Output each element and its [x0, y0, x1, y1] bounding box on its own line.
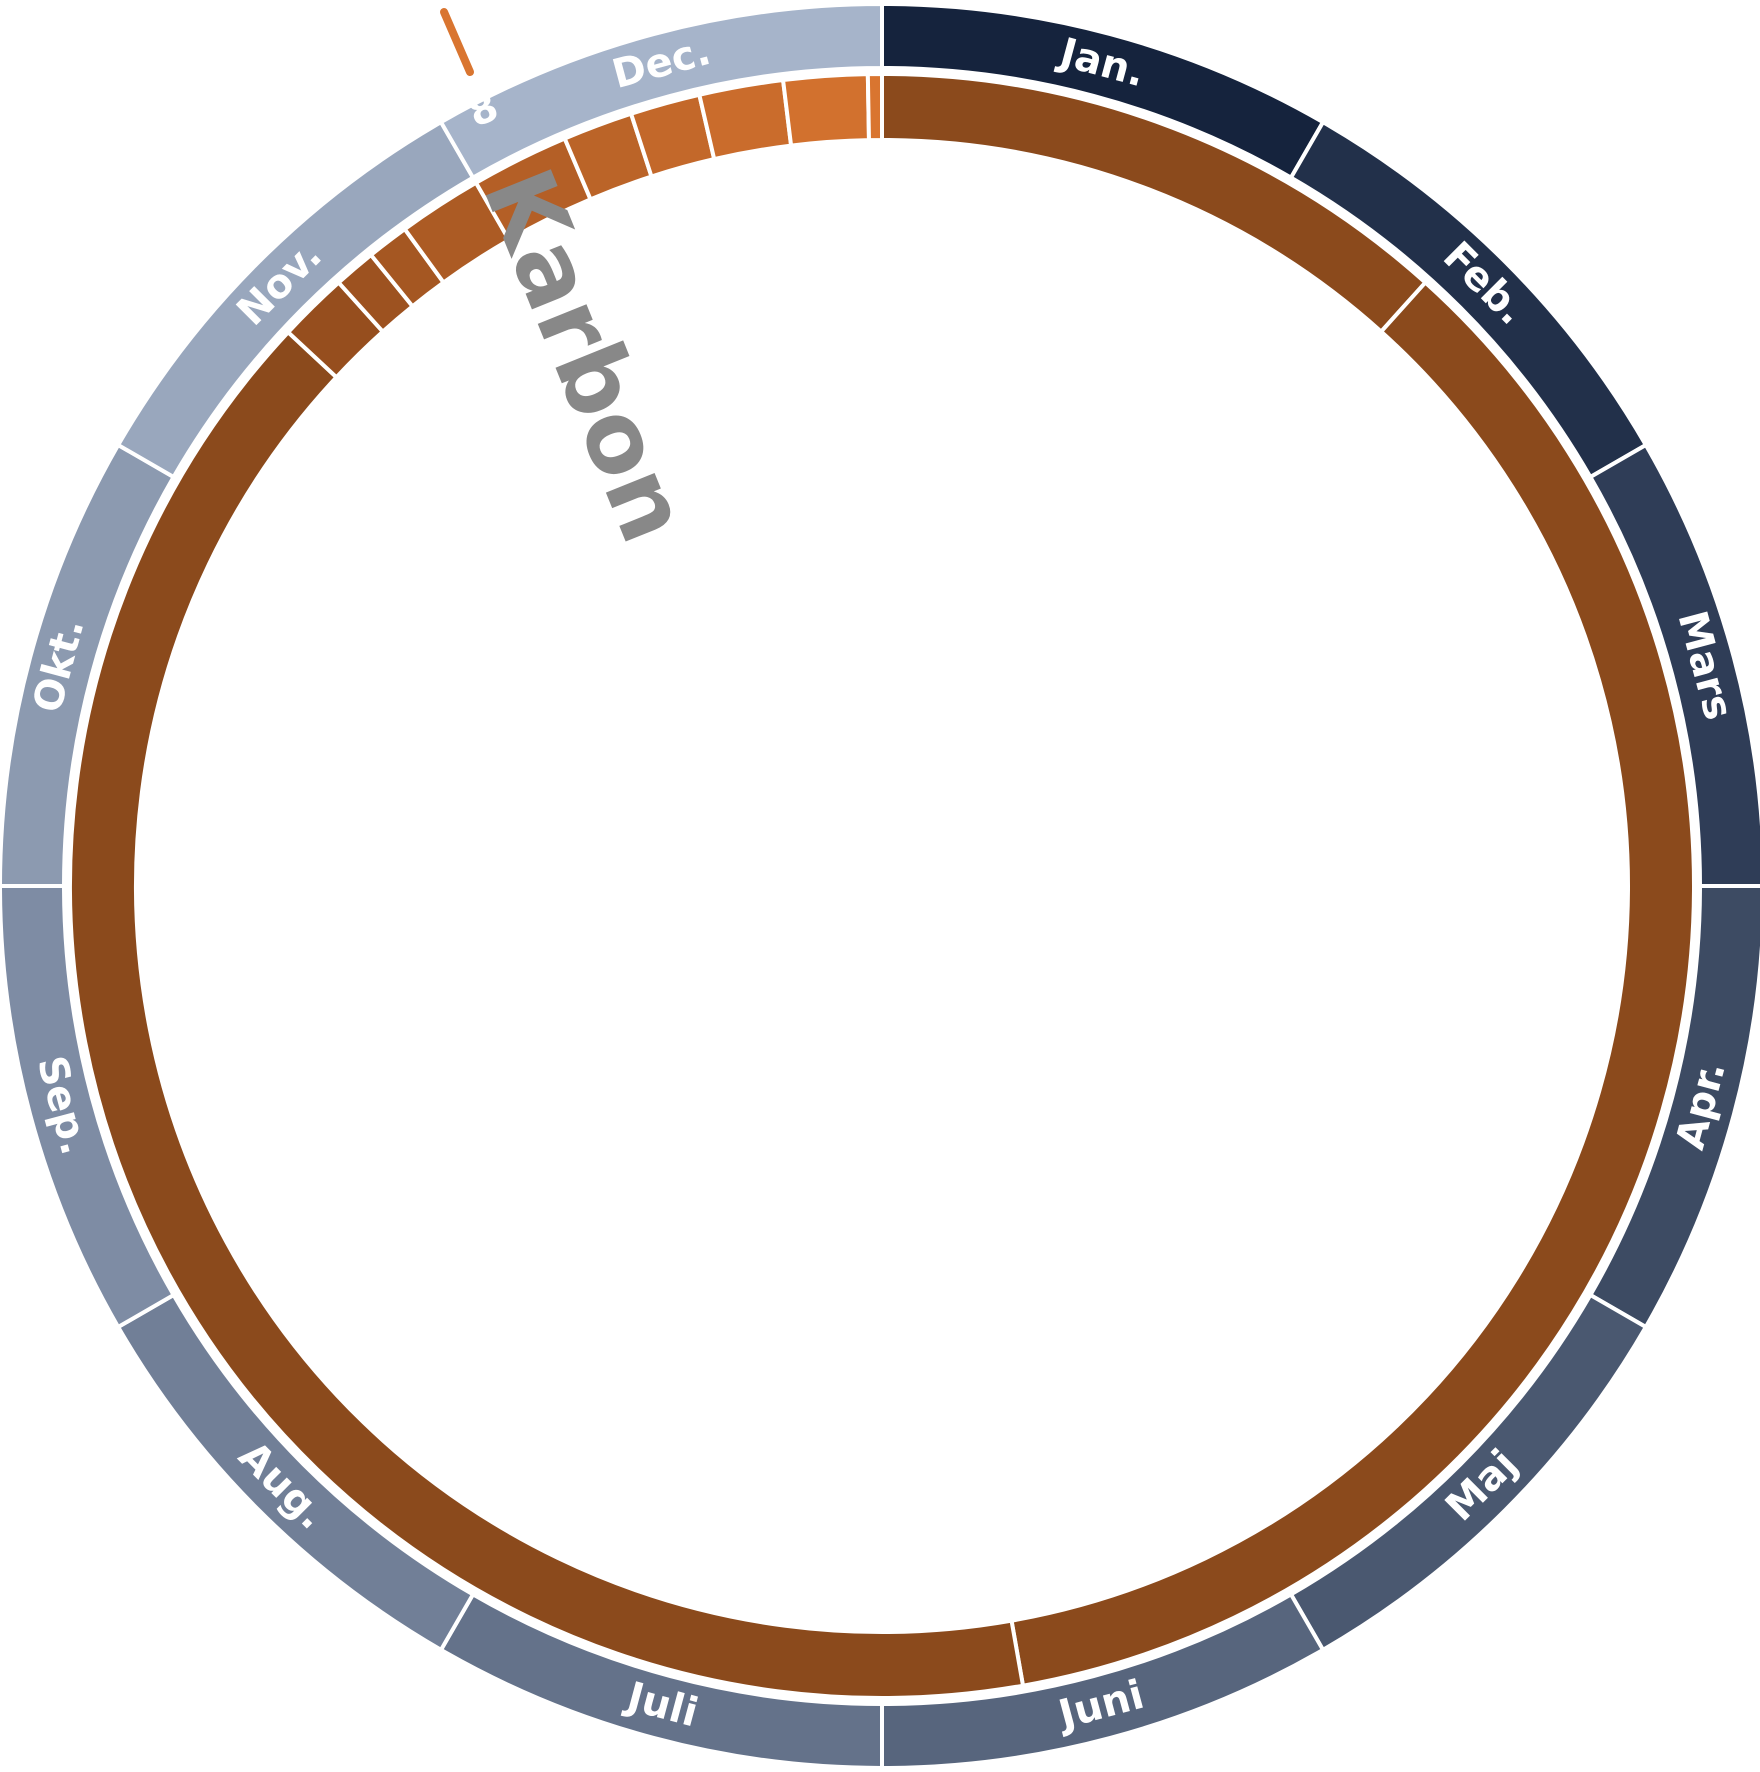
sub-period-segment	[696, 77, 794, 162]
period-label: Karbon	[461, 154, 711, 557]
sub-period-segment	[865, 71, 884, 143]
marker-tick	[440, 8, 474, 76]
month-segment	[438, 1, 884, 181]
period-segment	[1009, 279, 1696, 1688]
sub-period-segment	[780, 72, 872, 148]
period-segment	[68, 329, 1026, 1700]
